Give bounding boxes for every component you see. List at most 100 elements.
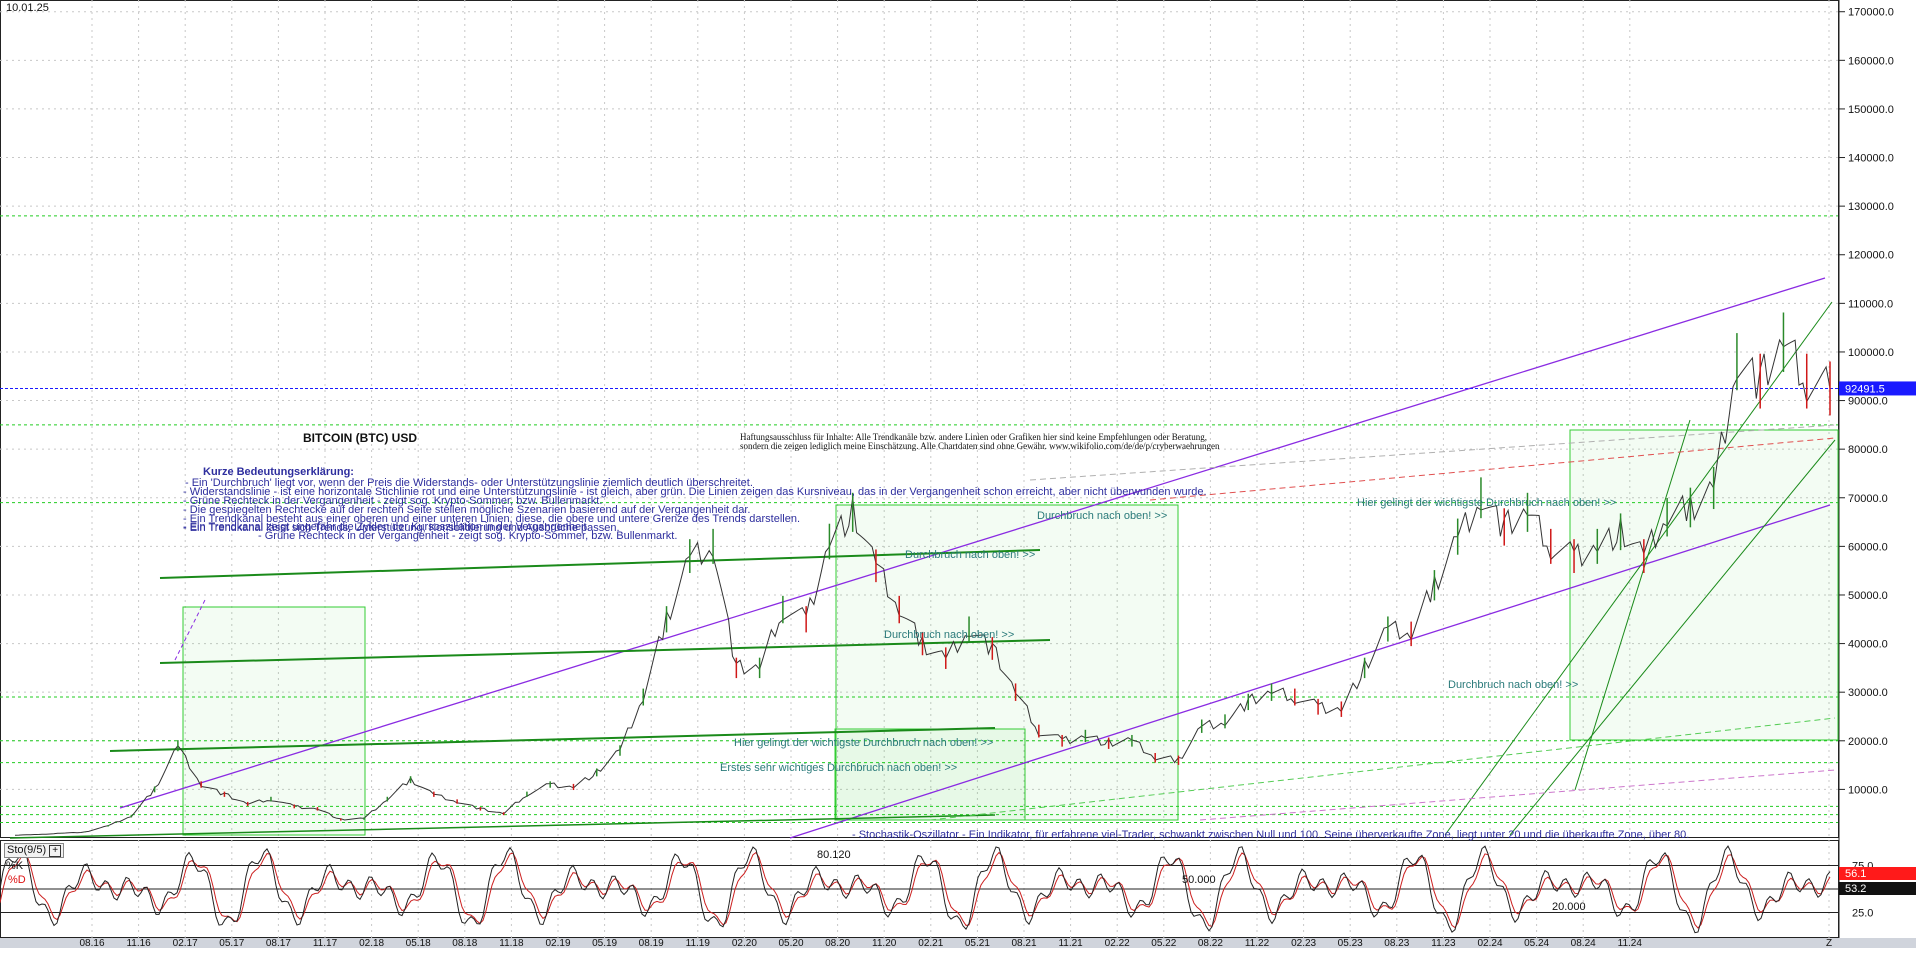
d-value-label: 53.2 <box>1845 883 1866 895</box>
oscillator-mark-label: 20.000 <box>1552 901 1586 913</box>
x-tick-label: 02.22 <box>1105 938 1130 948</box>
x-tick-label: 08.24 <box>1571 938 1596 948</box>
d-value-tag <box>1839 882 1916 895</box>
annotation-breakout: Durchbruch nach oben! >> <box>905 549 1035 561</box>
support-line <box>9 814 996 839</box>
oscillator-d-line <box>0 851 1831 929</box>
x-tick-label: 08.18 <box>452 938 477 948</box>
disclaimer-line-1: Haftungsausschluss für Inhalte: Alle Tre… <box>740 432 1208 442</box>
bull-market-box <box>1569 429 1839 741</box>
x-tick-label: 08.19 <box>639 938 664 948</box>
bull-market-box <box>835 504 1179 821</box>
dashed-purple-line <box>1199 769 1836 821</box>
x-tick-label: 08.20 <box>825 938 850 948</box>
y-tick-label: 40000.0 <box>1848 639 1888 651</box>
annotation-breakout: Durchbruch nach oben! >> <box>884 629 1014 641</box>
annotation-breakout-main: Hier gelingt der wichtigste Durchbruch n… <box>1357 497 1616 509</box>
x-tick-label: 08.22 <box>1198 938 1223 948</box>
k-label: %K <box>6 860 24 872</box>
annotation-first-breakout: Erstes sehr wichtiges Durchbruch nach ob… <box>720 762 957 774</box>
bull-market-box <box>834 728 1026 821</box>
y-tick-label: 80000.0 <box>1848 444 1888 456</box>
y-tick-label: 100000.0 <box>1848 347 1894 359</box>
x-tick-label: 02.17 <box>173 938 198 948</box>
oscillator-name: Sto(9/5) <box>7 844 47 856</box>
x-tick-label: 02.19 <box>545 938 570 948</box>
x-tick-label: 08.23 <box>1384 938 1409 948</box>
x-tick-label: 05.22 <box>1151 938 1176 948</box>
y-tick-label: 90000.0 <box>1848 396 1888 408</box>
x-tick-label: 02.23 <box>1291 938 1316 948</box>
x-tick-label: 11.18 <box>499 938 524 948</box>
annotation-breakout: Durchbruch nach oben! >> <box>1448 679 1578 691</box>
x-tick-label: 11.22 <box>1245 938 1270 948</box>
oscillator-k-line <box>0 845 1831 934</box>
dashed-trend-line <box>929 717 1836 821</box>
x-tick-label: 05.21 <box>965 938 990 948</box>
x-tick-label: 02.24 <box>1477 938 1502 948</box>
trend-channel-lower <box>789 504 1831 839</box>
x-tick-label: 05.18 <box>406 938 431 948</box>
chart-date: 10.01.25 <box>6 2 49 14</box>
support-line <box>109 727 996 752</box>
x-tick-label: 05.23 <box>1338 938 1363 948</box>
x-tick-label: 11.17 <box>313 938 338 948</box>
dashed-gray-line <box>1029 424 1836 481</box>
annotation-breakout: Durchbruch nach oben! >> <box>1037 510 1167 522</box>
x-tick-label: 08.17 <box>266 938 291 948</box>
y-tick-label: 60000.0 <box>1848 541 1888 553</box>
annotation-stochastic: - Stochastik-Oszillator - Ein Indikator,… <box>852 829 1689 841</box>
x-tick-label: 08.21 <box>1011 938 1036 948</box>
x-tick-label: 11.24 <box>1618 938 1643 948</box>
legend-heading: Kurze Bedeutungserklärung: <box>203 466 354 478</box>
y-tick-label: 20000.0 <box>1848 736 1888 748</box>
x-tick-label: Z <box>1826 938 1832 948</box>
bull-market-box <box>182 606 366 836</box>
x-tick-label: 05.19 <box>592 938 617 948</box>
legend-line: - Widerstandslinie - ist eine horizontal… <box>183 486 1207 498</box>
y-tick-label: 50000.0 <box>1848 590 1888 602</box>
x-tick-label: 05.17 <box>219 938 244 948</box>
y-tick-label: 150000.0 <box>1848 104 1894 116</box>
x-axis-panel <box>0 938 1916 948</box>
oscillator-badge[interactable]: Sto(9/5) + <box>4 843 65 858</box>
y-tick-label: 70000.0 <box>1848 493 1888 505</box>
x-tick-label: 11.16 <box>126 938 151 948</box>
legend-line: - Ein 'Durchbruch' liegt vor, wenn der P… <box>185 477 753 489</box>
green-channel-line <box>1574 419 1691 791</box>
y-tick-label: 160000.0 <box>1848 55 1894 67</box>
oscillator-mark-label: 80.120 <box>817 849 851 861</box>
y-tick-label: 30000.0 <box>1848 687 1888 699</box>
k-value-label: 56.1 <box>1845 868 1866 880</box>
x-tick-label: 11.21 <box>1058 938 1083 948</box>
x-tick-label: 02.21 <box>918 938 943 948</box>
legend-line: - Die gespiegelten Rechtecke auf der rec… <box>183 504 751 516</box>
y-tick-label: 10000.0 <box>1848 784 1888 796</box>
y-tick-label: 110000.0 <box>1848 298 1893 310</box>
support-line <box>159 639 1051 664</box>
y-tick-label: 140000.0 <box>1848 153 1894 165</box>
plot-frame <box>0 0 1839 838</box>
x-tick-label: 05.24 <box>1524 938 1549 948</box>
x-tick-label: 02.18 <box>359 938 384 948</box>
current-price-label: 92491.5 <box>1845 383 1885 395</box>
x-tick-label: 02.20 <box>732 938 757 948</box>
trend-channel-upper <box>119 277 1826 809</box>
chart-title: BITCOIN (BTC) USD <box>303 431 417 445</box>
support-line <box>159 549 1041 579</box>
x-tick-label: 08.16 <box>79 938 104 948</box>
d-label: %D <box>8 874 26 886</box>
disclaimer-text: Haftungsausschluss für Inhalte: Alle Tre… <box>740 433 1220 451</box>
y-axis-panel <box>1839 0 1916 948</box>
expand-icon[interactable]: + <box>49 845 62 857</box>
x-tick-label: 05.20 <box>778 938 803 948</box>
x-tick-label: 11.23 <box>1431 938 1456 948</box>
legend-line: - Grüne Rechteck in der Vergangenheit - … <box>183 495 603 507</box>
green-channel-line <box>1444 301 1833 836</box>
y-tick-label: 130000.0 <box>1848 201 1894 213</box>
x-tick-label: 11.19 <box>686 938 711 948</box>
legend-line: - Ein Trendkanal besteht aus einer obere… <box>183 513 801 525</box>
y-tick-label: 120000.0 <box>1848 250 1894 262</box>
